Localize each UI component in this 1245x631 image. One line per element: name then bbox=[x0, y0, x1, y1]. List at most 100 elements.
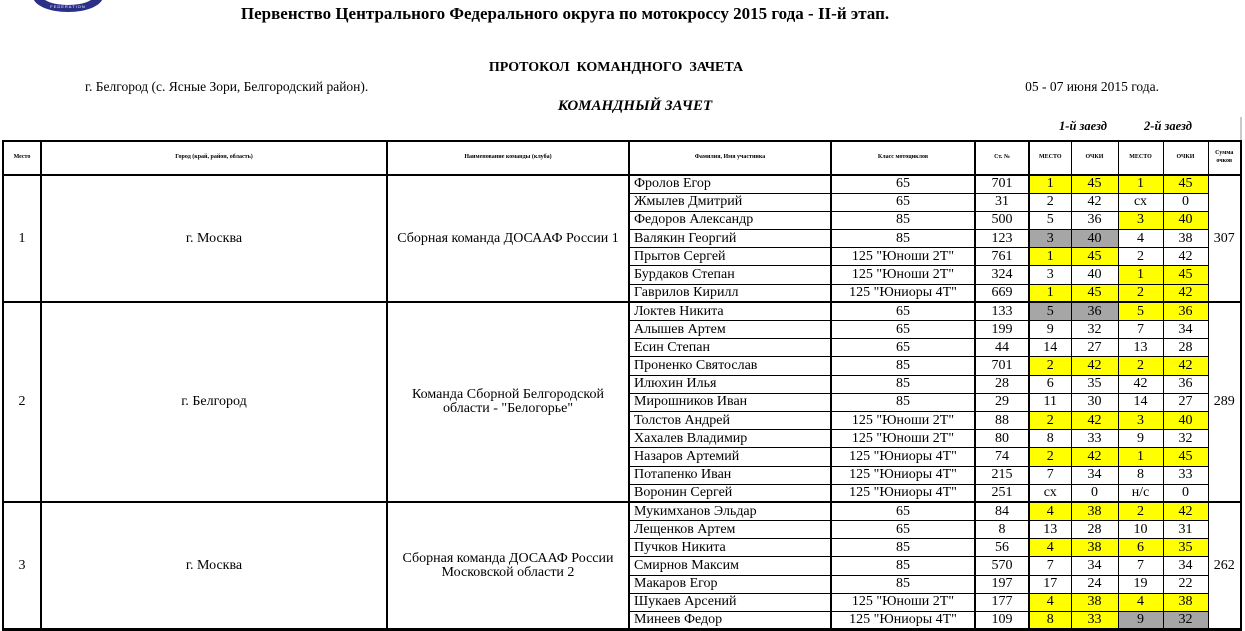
race2-points-cell: 40 bbox=[1162, 210, 1209, 231]
start-number-cell: 109 bbox=[974, 610, 1030, 631]
rider-name-cell: Хахалев Владимир bbox=[628, 429, 832, 449]
table-header-row: Место Город (край, район, область) Наиме… bbox=[2, 140, 1242, 176]
race2-place-cell: 42 bbox=[1117, 374, 1164, 394]
race2-points-cell: 34 bbox=[1162, 556, 1209, 576]
rider-row: Смирнов Максим 85 570 7 34 7 34 bbox=[3, 556, 1241, 576]
race1-points-cell: 34 bbox=[1070, 556, 1119, 576]
rider-row: Есин Степан 65 44 14 27 13 28 bbox=[3, 338, 1241, 358]
race2-place-cell: 9 bbox=[1117, 610, 1164, 631]
start-number-cell: 44 bbox=[974, 338, 1030, 358]
race1-points-cell: 28 bbox=[1070, 520, 1119, 540]
race1-place-cell: 7 bbox=[1028, 465, 1072, 485]
race2-place-cell: 1 bbox=[1117, 173, 1164, 194]
race1-place-cell: 11 bbox=[1028, 392, 1072, 412]
header-race2-points: ОЧКИ bbox=[1162, 140, 1209, 176]
race2-place-cell: 2 bbox=[1117, 247, 1164, 267]
race1-place-cell: 4 bbox=[1028, 592, 1072, 613]
class-cell: 65 bbox=[830, 319, 976, 340]
rider-name-cell: Валякин Георгий bbox=[628, 229, 832, 249]
start-number-cell: 324 bbox=[974, 265, 1030, 285]
header-class: Класс мотоциклов bbox=[830, 140, 976, 176]
rider-name-cell: Прытов Сергей bbox=[628, 247, 832, 267]
race1-points-cell: 33 bbox=[1070, 429, 1119, 449]
start-number-cell: 29 bbox=[974, 392, 1030, 412]
start-number-cell: 31 bbox=[974, 192, 1030, 212]
rider-name-cell: Проненко Святослав bbox=[628, 356, 832, 376]
rider-row: Гаврилов Кирилл 125 "Юниоры 4Т" 669 1 45 2 42 bbox=[3, 283, 1241, 303]
race1-points-cell: 42 bbox=[1070, 356, 1119, 376]
race2-points-cell: 42 bbox=[1162, 501, 1209, 522]
federation-logo-icon: FEDERATION bbox=[33, 0, 105, 13]
event-location: г. Белгород (с. Ясные Зори, Белгородский… bbox=[85, 79, 369, 94]
rider-name-cell: Воронин Сергей bbox=[628, 483, 832, 503]
start-number-cell: 761 bbox=[974, 247, 1030, 267]
start-number-cell: 199 bbox=[974, 319, 1030, 340]
class-cell: 65 bbox=[830, 338, 976, 358]
rider-row: 3 г. Москва Сборная команда ДОСААФ России … bbox=[2, 501, 1242, 631]
rider-row: Назаров Артемий 125 "Юниоры 4Т" 74 2 42 1 45 bbox=[3, 447, 1241, 467]
race2-place-cell: 7 bbox=[1117, 319, 1164, 340]
race1-place-cell: 13 bbox=[1028, 520, 1072, 540]
race1-place-cell: 2 bbox=[1028, 410, 1072, 431]
race2-place-cell: 10 bbox=[1117, 520, 1164, 540]
rider-name-cell: Назаров Артемий bbox=[628, 447, 832, 467]
race2-place-cell: 4 bbox=[1117, 592, 1164, 613]
start-number-cell: 701 bbox=[974, 173, 1030, 194]
race2-points-cell: 32 bbox=[1162, 610, 1209, 631]
class-cell: 125 "Юниоры 4Т" bbox=[830, 447, 976, 467]
protocol-heading: ПРОТОКОЛ КОМАНДНОГО ЗАЧЕТА bbox=[488, 60, 744, 75]
rider-row: Мирошников Иван 85 29 11 30 14 27 bbox=[3, 392, 1241, 412]
rider-name-cell: Гаврилов Кирилл bbox=[628, 283, 832, 303]
team-city-cell: г. Москва bbox=[40, 173, 388, 303]
class-cell: 125 "Юниоры 4Т" bbox=[830, 610, 976, 631]
race2-place-cell: 3 bbox=[1117, 410, 1164, 431]
race1-place-cell: 3 bbox=[1028, 229, 1072, 249]
rider-name-cell: Шукаев Арсений bbox=[628, 592, 832, 613]
rider-row: Илюхин Илья 85 28 6 35 42 36 bbox=[3, 374, 1241, 394]
rider-row: Валякин Георгий 85 123 3 40 4 38 bbox=[3, 229, 1241, 249]
start-number-cell: 197 bbox=[974, 574, 1030, 594]
race1-place-cell: 2 bbox=[1028, 356, 1072, 376]
rider-name-cell: Алышев Артем bbox=[628, 319, 832, 340]
race2-points-cell: 35 bbox=[1162, 538, 1209, 558]
race1-points-cell: 45 bbox=[1070, 283, 1119, 303]
race1-points-cell: 45 bbox=[1070, 247, 1119, 267]
team-results-table: Место Город (край, район, область) Наиме… bbox=[2, 140, 1242, 631]
race1-place-cell: 14 bbox=[1028, 338, 1072, 358]
race2-place-cell: н/с bbox=[1117, 483, 1164, 503]
race2-points-cell: 42 bbox=[1162, 283, 1209, 303]
rider-row: Макаров Егор 85 197 17 24 19 22 bbox=[3, 574, 1241, 594]
rider-row: 1 г. Москва Сборная команда ДОСААФ России … bbox=[2, 173, 1242, 303]
race1-place-cell: 1 bbox=[1028, 283, 1072, 303]
race1-points-cell: 38 bbox=[1070, 592, 1119, 613]
race2-points-cell: 38 bbox=[1162, 229, 1209, 249]
rider-name-cell: Макаров Егор bbox=[628, 574, 832, 594]
rider-row: Жмылев Дмитрий 65 31 2 42 сх 0 bbox=[3, 192, 1241, 212]
race2-points-cell: 31 bbox=[1162, 520, 1209, 540]
header-total: Сумма очков bbox=[1207, 140, 1242, 176]
rider-name-cell: Фролов Егор bbox=[628, 173, 832, 194]
race2-points-cell: 28 bbox=[1162, 338, 1209, 358]
class-cell: 85 bbox=[830, 229, 976, 249]
class-cell: 125 "Юноши 2Т" bbox=[830, 429, 976, 449]
event-date: 05 - 07 июня 2015 года. bbox=[1025, 79, 1159, 94]
team-name-cell: Сборная команда ДОСААФ России Московской… bbox=[386, 501, 630, 631]
race1-points-cell: 36 bbox=[1070, 301, 1119, 322]
class-cell: 65 bbox=[830, 501, 976, 522]
start-number-cell: 570 bbox=[974, 556, 1030, 576]
race2-place-cell: 2 bbox=[1117, 356, 1164, 376]
race2-points-cell: 34 bbox=[1162, 319, 1209, 340]
race1-place-cell: 1 bbox=[1028, 247, 1072, 267]
start-number-cell: 177 bbox=[974, 592, 1030, 613]
team-total-cell: 289 bbox=[1207, 301, 1242, 503]
header-race1-place: МЕСТО bbox=[1028, 140, 1072, 176]
race1-place-cell: 5 bbox=[1028, 301, 1072, 322]
start-number-cell: 215 bbox=[974, 465, 1030, 485]
race2-place-cell: 5 bbox=[1117, 301, 1164, 322]
race1-points-cell: 34 bbox=[1070, 465, 1119, 485]
race1-place-cell: 2 bbox=[1028, 192, 1072, 212]
race2-place-cell: 8 bbox=[1117, 465, 1164, 485]
rider-name-cell: Есин Степан bbox=[628, 338, 832, 358]
class-cell: 65 bbox=[830, 173, 976, 194]
class-cell: 125 "Юноши 2Т" bbox=[830, 410, 976, 431]
